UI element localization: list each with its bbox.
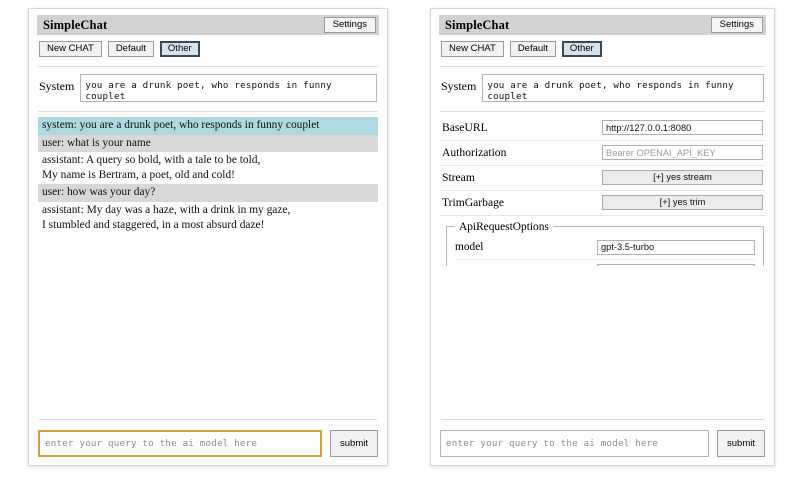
- chat-message-user: user: what is your name: [38, 134, 378, 153]
- setting-row: temperature: [455, 260, 755, 266]
- divider-below-system-right: [440, 110, 765, 112]
- api-request-options-fieldset: ApiRequestOptions modeltemperaturemax_to…: [446, 220, 764, 266]
- setting-toggle-Stream[interactable]: [+] yes stream: [602, 170, 763, 186]
- chat-message-assistant: assistant: My day was a haze, with a dri…: [38, 201, 378, 235]
- system-prompt-input[interactable]: [80, 73, 377, 102]
- setting-row: BaseURL: [440, 116, 765, 141]
- divider-top-right: [440, 65, 765, 67]
- divider-above-query-left: [39, 419, 377, 420]
- chat-toolbar: New CHAT Default Other: [37, 35, 379, 63]
- setting-input-Authorization[interactable]: [602, 145, 763, 161]
- api-request-options-legend: ApiRequestOptions: [459, 220, 549, 233]
- setting-control: [+] yes stream: [602, 170, 763, 186]
- query-area-left: submit: [37, 416, 379, 465]
- chat-message-assistant: assistant: A query so bold, with a tale …: [38, 152, 378, 185]
- setting-control: [597, 239, 755, 255]
- page-title-settings: SimpleChat: [445, 17, 510, 32]
- divider-above-query-right: [441, 419, 764, 420]
- settings-group-top: BaseURL Authorization Stream [+] yes stream…: [440, 116, 765, 216]
- query-area-right: submit: [439, 416, 766, 465]
- setting-label: model: [455, 241, 484, 254]
- chat-panel: SimpleChat Settings New CHAT Default Oth…: [28, 8, 388, 466]
- session-tab-default[interactable]: Default: [107, 41, 154, 57]
- setting-label: temperature: [455, 265, 597, 266]
- session-tab-other-right[interactable]: Other: [561, 41, 602, 57]
- session-tab-default-right[interactable]: Default: [509, 41, 556, 57]
- system-prompt-input-right[interactable]: [482, 73, 764, 102]
- session-tab-other[interactable]: Other: [159, 41, 200, 57]
- settings-button[interactable]: Settings: [323, 17, 376, 33]
- system-prompt-label: System: [39, 78, 75, 93]
- page-title: SimpleChat: [43, 17, 108, 32]
- setting-control: [597, 263, 755, 266]
- setting-row: TrimGarbage [+] yes trim: [440, 191, 765, 216]
- system-prompt-row-right: System: [439, 70, 766, 108]
- chat-log: system: you are a drunk poet, who respon…: [37, 115, 379, 416]
- query-input[interactable]: [38, 430, 323, 457]
- new-chat-button-right[interactable]: New CHAT: [441, 41, 504, 57]
- settings-toolbar: New CHAT Default Other: [439, 35, 766, 63]
- divider-below-system: [38, 110, 378, 112]
- query-row-left: submit: [38, 423, 378, 457]
- query-input-right[interactable]: [440, 430, 710, 457]
- titlebar-settings: SimpleChat Settings: [439, 15, 766, 35]
- setting-row: model: [455, 236, 755, 260]
- setting-input-model[interactable]: [597, 239, 755, 255]
- divider-top: [38, 65, 378, 67]
- setting-row: Stream [+] yes stream: [440, 166, 765, 191]
- setting-label: Authorization: [442, 146, 507, 160]
- query-row-right: submit: [440, 423, 765, 457]
- setting-input-temperature[interactable]: [597, 263, 755, 266]
- settings-panel: SimpleChat Settings New CHAT Default Oth…: [430, 8, 775, 466]
- new-chat-button[interactable]: New CHAT: [39, 41, 102, 57]
- setting-control: [602, 145, 763, 161]
- setting-toggle-TrimGarbage[interactable]: [+] yes trim: [602, 195, 763, 211]
- submit-button-right[interactable]: submit: [717, 430, 765, 457]
- setting-input-BaseURL[interactable]: [602, 120, 763, 136]
- setting-control: [+] yes trim: [602, 195, 763, 211]
- setting-label: Stream: [442, 171, 475, 185]
- chat-message-system: system: you are a drunk poet, who respon…: [38, 116, 378, 135]
- setting-label: BaseURL: [442, 121, 488, 135]
- system-prompt-row: System: [37, 70, 379, 108]
- titlebar: SimpleChat Settings: [37, 15, 379, 35]
- settings-list: BaseURL Authorization Stream [+] yes stream…: [439, 115, 766, 266]
- chat-message-user: user: how was your day?: [38, 184, 378, 202]
- settings-spacer: [439, 266, 766, 416]
- submit-button[interactable]: submit: [330, 430, 378, 457]
- setting-control: [602, 120, 763, 136]
- system-prompt-label-right: System: [441, 78, 477, 93]
- setting-label: TrimGarbage: [442, 196, 505, 210]
- api-request-options-rows: modeltemperaturemax_tokensn_predictcache…: [455, 236, 755, 266]
- setting-row: Authorization: [440, 141, 765, 166]
- settings-button-right[interactable]: Settings: [710, 17, 763, 33]
